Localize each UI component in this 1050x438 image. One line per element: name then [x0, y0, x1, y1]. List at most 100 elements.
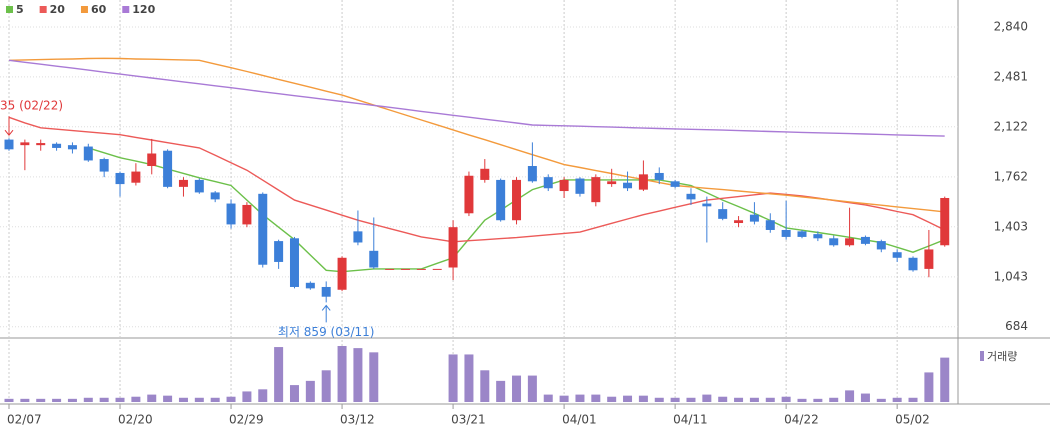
- candle-body: [289, 238, 299, 287]
- volume-bar: [876, 398, 886, 402]
- y-tick-label: 2,122: [994, 119, 1028, 133]
- candle-body: [591, 177, 601, 203]
- ma-line: [8, 57, 945, 213]
- candle-body: [860, 236, 870, 244]
- volume-bar: [496, 380, 506, 402]
- volume-bar: [686, 397, 696, 402]
- candle-body: [638, 174, 648, 190]
- legend-swatch: [39, 6, 47, 13]
- volume-bar: [353, 348, 363, 402]
- candle-body: [274, 241, 284, 262]
- candle-body: [194, 179, 204, 193]
- candle-body: [829, 238, 839, 246]
- volume-bar: [702, 394, 712, 402]
- candle-body: [924, 249, 934, 269]
- legend-label: 거래량: [987, 350, 1017, 363]
- volume-bar: [67, 398, 77, 402]
- volume-bar: [765, 397, 775, 402]
- volume-bar: [623, 395, 633, 402]
- volume-bar: [924, 372, 934, 402]
- volume-bar: [99, 397, 109, 402]
- x-tick-label: 02/20: [118, 413, 153, 427]
- volume-bar: [337, 346, 347, 402]
- x-tick-label: 05/02: [895, 413, 930, 427]
- candle-body: [20, 142, 30, 146]
- volume-bar: [20, 398, 30, 402]
- candle-body: [845, 238, 855, 246]
- candle-body: [797, 231, 807, 237]
- x-tick-label: 03/12: [340, 413, 375, 427]
- candle-body: [480, 168, 490, 180]
- volume-bar: [670, 397, 680, 402]
- candle-body: [210, 192, 220, 200]
- candle-body: [607, 181, 617, 185]
- volume-bar: [940, 357, 950, 402]
- volume-bar: [559, 395, 569, 402]
- volume-bar: [480, 370, 490, 402]
- volume-bar: [448, 354, 458, 402]
- candle-body: [258, 193, 268, 265]
- volume-bar: [194, 397, 204, 402]
- candle-body: [686, 193, 696, 200]
- candle-body: [670, 181, 680, 187]
- candle-body: [321, 286, 331, 297]
- candle-body: [908, 257, 918, 271]
- volume-bar: [797, 398, 807, 402]
- volume-bar: [781, 396, 791, 402]
- candle-body: [702, 203, 712, 207]
- low-annotation: 최저 859 (03/11): [278, 325, 375, 339]
- x-tick-label: 04/22: [784, 413, 819, 427]
- candle-body: [765, 220, 775, 230]
- x-tick-label: 03/21: [451, 413, 486, 427]
- volume-bar: [575, 394, 585, 402]
- candle-body: [36, 143, 46, 146]
- candle-body: [163, 150, 173, 187]
- candle-body: [718, 209, 728, 219]
- candle-body: [734, 220, 744, 224]
- legend-label: 60: [91, 3, 107, 16]
- volume-bar: [369, 352, 379, 402]
- candle-body: [305, 282, 315, 289]
- candle-body: [781, 229, 791, 237]
- volume-bar: [464, 354, 474, 402]
- candle-body: [559, 179, 569, 192]
- volume-bar: [321, 370, 331, 402]
- candle-body: [623, 182, 633, 189]
- x-tick-label: 02/07: [7, 413, 42, 427]
- y-tick-label: 1,043: [994, 269, 1028, 283]
- volume-bar: [83, 397, 93, 402]
- volume-bar: [4, 398, 14, 402]
- volume-bar: [813, 398, 823, 402]
- candle-body: [940, 197, 950, 246]
- legend-swatch: [6, 6, 13, 13]
- ma-line: [8, 59, 945, 137]
- y-tick-label: 2,481: [994, 69, 1028, 83]
- candle-body: [353, 231, 363, 243]
- y-tick-label: 1,762: [994, 169, 1028, 183]
- volume-bar: [734, 397, 744, 402]
- volume-bar: [591, 394, 601, 402]
- y-tick-label: 684: [1005, 319, 1028, 333]
- candle-body: [496, 179, 506, 221]
- candle-body: [432, 268, 442, 270]
- x-tick-label: 04/01: [562, 413, 597, 427]
- volume-bar: [638, 395, 648, 402]
- candle-body: [813, 234, 823, 239]
- candle-body: [543, 177, 553, 189]
- legend-label: 5: [16, 3, 24, 16]
- volume-bar: [36, 398, 46, 402]
- x-tick-label: 04/11: [673, 413, 708, 427]
- volume-bar: [908, 397, 918, 402]
- candle-body: [654, 172, 664, 180]
- volume-bar: [845, 390, 855, 402]
- volume-bar: [718, 396, 728, 402]
- candle-body: [337, 257, 347, 290]
- candle-body: [178, 179, 188, 187]
- volume-bar: [749, 397, 759, 402]
- volume-bar: [178, 397, 188, 402]
- volume-bar: [829, 397, 839, 402]
- volume-bar: [289, 385, 299, 402]
- candle-body: [99, 159, 109, 172]
